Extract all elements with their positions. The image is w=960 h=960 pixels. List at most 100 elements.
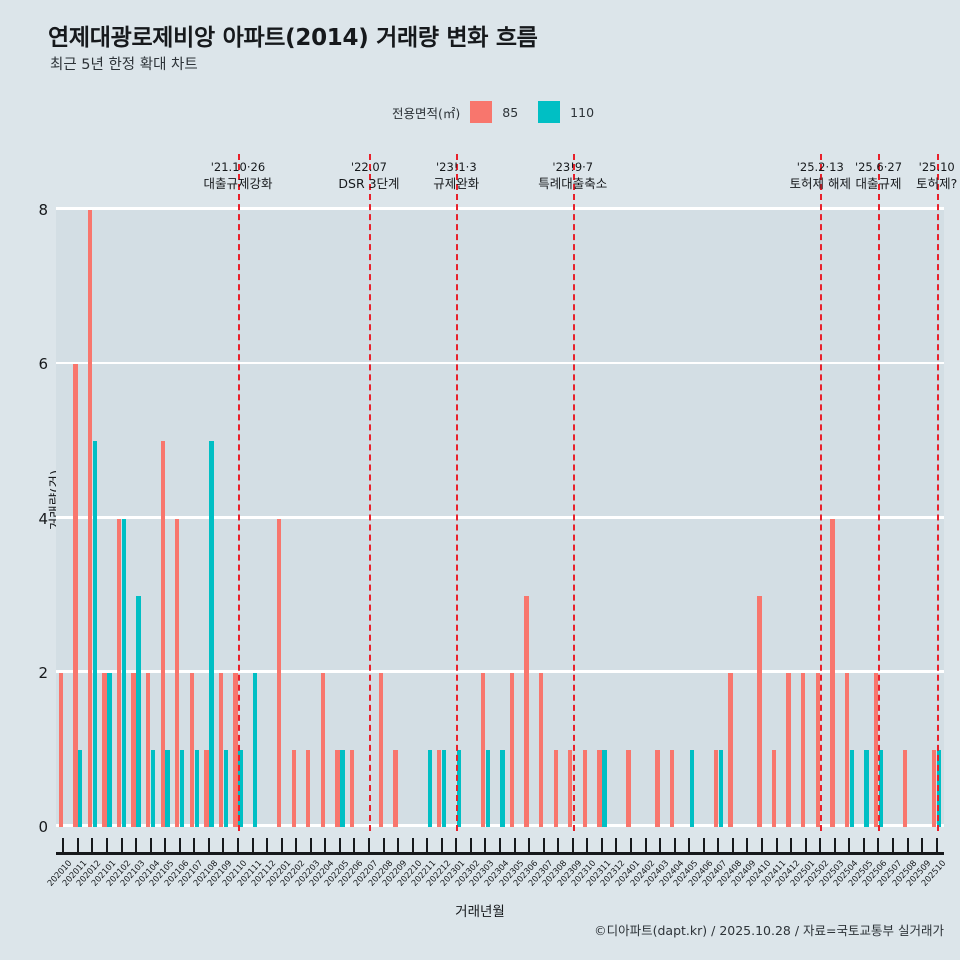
event-line-202309 [572,154,575,831]
x-tick-202510 [935,838,938,853]
page-subtitle: 최근 5년 한정 확대 차트 [50,57,198,73]
bar-202012-85 [87,210,93,827]
bar-202211-110 [427,749,432,827]
x-tick-202102 [120,838,123,853]
x-tick-202205 [338,838,341,853]
x-tick-202204 [324,838,327,853]
event-date-202309: '23!9·7 [552,160,594,174]
bar-202407-85 [713,749,719,827]
x-tick-202303 [484,838,487,853]
x-tick-202010 [62,838,65,853]
x-tick-202405 [688,838,691,853]
bar-202010-85 [58,672,63,827]
bar-202107-110 [194,749,199,827]
event-annotation-202110: '21.10·26 대출규제강화 [203,160,272,192]
x-tick-202109 [222,838,225,853]
event-date-202110: '21.10·26 [210,160,266,174]
footer-credit: ©디아파트(dapt.kr) / 2025.10.28 / 자료=국토교통부 실… [594,923,944,938]
bar-202304-110 [500,749,505,827]
event-name-202506: 대출규제 [855,175,902,191]
bar-202303-110 [485,749,491,827]
event-annotation-202309: '23!9·7 특례대출축소 [538,160,607,192]
bar-202209-85 [393,749,398,827]
x-tick-202305 [513,838,516,853]
bar-202206-85 [349,749,355,827]
x-tick-202012 [91,838,94,853]
event-line-202510 [936,154,939,831]
bar-202506-110 [878,749,884,827]
bar-202410-85 [757,595,762,827]
bar-202309-85 [568,749,573,827]
bar-202101-85 [102,672,107,827]
y-tick-label-6: 6 [38,355,48,374]
bar-202109-85 [218,672,224,827]
x-tick-202203 [309,838,312,853]
x-tick-202209 [397,838,400,853]
x-tick-202302 [469,838,472,853]
bar-202508-85 [902,749,908,827]
bar-202106-110 [180,749,185,827]
bar-202104-85 [145,672,151,827]
event-annotation-202207: '22.07 DSR 3단계 [338,160,399,192]
x-tick-202504 [848,838,851,853]
bar-202407-110 [718,749,724,827]
x-tick-202312 [615,838,618,853]
bar-202106-85 [175,518,180,827]
bar-202501-85 [801,672,806,827]
x-tick-202211 [426,838,429,853]
bar-202308-85 [553,749,558,827]
x-tick-202509 [921,838,924,853]
x-axis-title: 거래년월 [455,904,505,920]
bar-202306-85 [524,595,529,827]
y-tick-label-4: 4 [38,509,48,528]
y-axis-tick-labels: 0 2 4 6 8 [20,201,48,836]
bar-202301-110 [456,749,461,827]
gridline-6 [56,361,944,365]
event-line-202301 [456,154,459,831]
x-tick-202207 [367,838,370,853]
bar-202401-85 [626,749,631,827]
bar-202212-110 [442,749,447,827]
x-tick-202107 [193,838,196,853]
bar-202510-85 [932,749,937,827]
bar-202103-85 [131,672,136,827]
chart-legend: 전용면적(㎡) 85 110 [392,100,614,124]
x-tick-202411 [775,838,778,853]
bar-202404-85 [670,749,675,827]
bar-202506-85 [873,672,879,827]
bar-202403-85 [655,749,660,827]
x-tick-202112 [266,838,269,853]
x-tick-202501 [804,838,807,853]
legend-swatch-110 [538,101,561,123]
event-date-202207: '22.07 [350,160,388,174]
event-date-202502: '25.2·13 [796,160,844,174]
y-tick-label-0: 0 [38,818,48,836]
bar-202011-85 [73,364,78,827]
x-axis-line [56,852,944,855]
event-line-202502 [820,154,823,831]
bar-202305-85 [509,672,515,827]
bar-202310-85 [582,749,588,827]
x-tick-202103 [135,838,138,853]
bar-202103-110 [136,595,141,827]
bar-202411-85 [771,749,777,827]
x-tick-202310 [586,838,589,853]
bar-202110-110 [238,749,243,827]
x-tick-202503 [833,838,836,853]
gridline-4 [56,515,944,519]
bar-202012-110 [92,441,98,827]
event-date-202506: '25.6·27 [854,160,903,174]
x-tick-202410 [761,838,764,853]
y-tick-label-8: 8 [38,201,48,219]
x-tick-202402 [644,838,647,853]
bar-202311-85 [597,749,602,827]
event-date-202510: '25.10 [918,160,955,174]
x-tick-202201 [280,838,283,853]
bar-202412-85 [786,672,791,827]
bar-202203-85 [306,749,311,827]
event-line-202506 [878,154,881,831]
event-annotation-202502: '25.2·13 토허제 해제 [790,160,851,192]
x-tick-202308 [557,838,560,853]
bar-202205-110 [340,749,345,827]
bar-202101-110 [107,672,112,827]
